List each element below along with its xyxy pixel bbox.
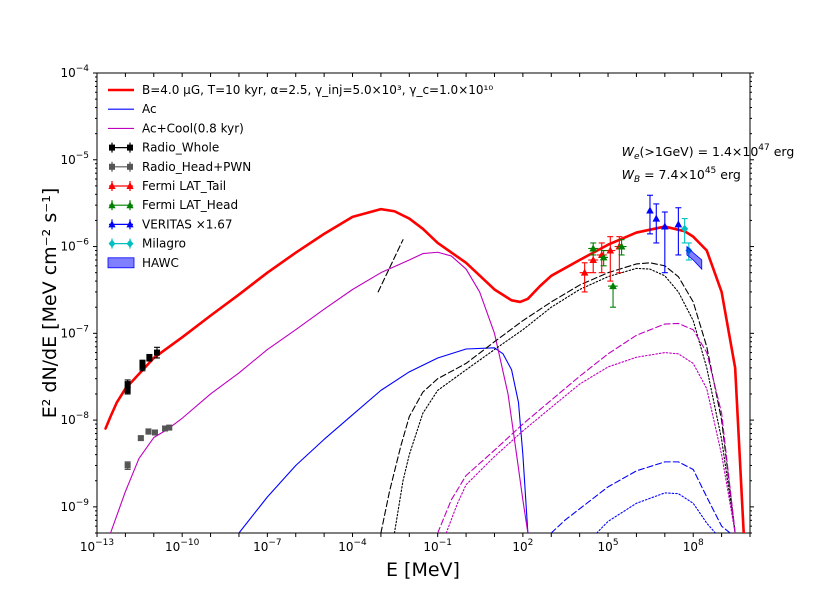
legend-label-fermi-lat-tail: Fermi LAT_Tail — [142, 179, 226, 193]
y-tick-label: 10−4 — [60, 64, 89, 80]
x-tick-label: 10−13 — [80, 538, 114, 554]
band-hawc — [686, 245, 703, 271]
point-radio-whole-0 — [124, 379, 131, 388]
legend-label-ac: Ac — [142, 102, 157, 116]
y-tick-label: 10−9 — [60, 498, 89, 514]
curve-ic-magenta-dotted — [445, 352, 736, 533]
curve-ic-blue-dashed — [550, 461, 731, 533]
point-radio-head-pwn-5 — [166, 424, 173, 431]
y-axis-ticks: 10−9 10−8 10−7 10−6 10−5 10−4 — [60, 64, 754, 534]
annotation-wb: WB = 7.4×1045 erg — [622, 166, 741, 185]
point-veritas-1-67-2 — [661, 211, 669, 274]
point-radio-whole-3 — [139, 362, 146, 372]
legend-entry-fermi-lat-head: Fermi LAT_Head — [108, 198, 238, 212]
point-radio-head-pwn-3 — [151, 429, 158, 436]
x-axis-title: E [MeV] — [386, 559, 460, 581]
point-radio-whole-1 — [124, 386, 131, 395]
legend-entry-fermi-lat-tail: Fermi LAT_Tail — [108, 179, 226, 193]
point-veritas-1-67-1 — [652, 203, 661, 244]
legend-label-ac-cool-0-8-kyr: Ac+Cool(0.8 kyr) — [142, 121, 244, 135]
data-point-layer — [124, 194, 703, 470]
point-fermi-lat-head-1 — [599, 249, 609, 267]
curve-ac — [238, 347, 529, 533]
curve-ic-magenta-dashed — [437, 322, 736, 533]
legend-entry-radio-whole: Radio_Whole — [109, 141, 219, 155]
legend-label-milagro: Milagro — [142, 237, 186, 251]
point-fermi-lat-head-2 — [608, 282, 618, 308]
annotation-we: We(>1GeV) = 1.4×1047 erg — [622, 143, 795, 162]
legend-label-fermi-lat-head: Fermi LAT_Head — [142, 198, 238, 212]
point-radio-whole-4 — [146, 353, 153, 362]
x-tick-label: 108 — [683, 538, 704, 554]
point-radio-head-pwn-2 — [145, 428, 152, 435]
point-fermi-lat-head-0 — [588, 242, 599, 256]
y-tick-label: 10−8 — [60, 411, 89, 427]
legend-entry-hawc: HAWC — [107, 256, 179, 270]
legend-label-veritas-1-67: VERITAS ×1.67 — [142, 217, 232, 231]
x-tick-label: 105 — [598, 538, 619, 554]
x-tick-label: 10−7 — [253, 538, 282, 554]
curve-ic-component-black-dotted — [393, 267, 736, 533]
curve-ac-cool-0-8-kyr — [110, 251, 529, 533]
point-radio-head-pwn-1 — [137, 435, 144, 442]
y-tick-label: 10−5 — [60, 151, 89, 167]
curve-x-ray-constraint — [377, 239, 404, 293]
legend-label-hawc: HAWC — [142, 256, 179, 270]
curve-b-4-0-g-t-10-kyr-2-5-inj-5-0-10-c-1-0-10 — [104, 207, 745, 533]
legend-entry-b-4-0-g-t-10-kyr-2-5-inj-5-0-10-c-1-0-10: B=4.0 μG, T=10 kyr, α=2.5, γ_inj=5.0×10³… — [108, 83, 493, 97]
point-veritas-1-67-0 — [646, 194, 654, 235]
energy-annotations: We(>1GeV) = 1.4×1047 erg WB = 7.4×1045 er… — [622, 143, 795, 185]
y-tick-label: 10−6 — [60, 238, 89, 254]
curve-ic-blue-dotted — [596, 492, 716, 533]
x-axis-ticks: 10−13 10−10 10−7 10−4 10−1 102 105 108 — [80, 73, 751, 554]
point-radio-head-pwn-0 — [124, 461, 131, 470]
legend-entry-ac: Ac — [108, 102, 157, 116]
y-axis-title: E² dN/dE [MeV cm⁻² s⁻¹] — [39, 188, 61, 419]
point-veritas-1-67-3 — [674, 207, 683, 256]
legend-entry-radio-head-pwn: Radio_Head+PWN — [109, 160, 251, 174]
legend: B=4.0 μG, T=10 kyr, α=2.5, γ_inj=5.0×10³… — [107, 83, 493, 270]
plot-frame — [96, 72, 751, 534]
curve-ic-total-black-dashed — [380, 262, 736, 533]
point-fermi-lat-head-3 — [616, 239, 627, 256]
legend-label-radio-whole: Radio_Whole — [142, 141, 219, 155]
x-tick-label: 10−1 — [423, 538, 452, 554]
point-fermi-lat-tail-0 — [579, 262, 591, 293]
legend-label-b-4-0-g-t-10-kyr-2-5-inj-5-0-10-c-1-0-10: B=4.0 μG, T=10 kyr, α=2.5, γ_inj=5.0×10³… — [142, 83, 493, 97]
legend-entry-milagro: Milagro — [108, 237, 186, 251]
y-tick-label: 10−7 — [60, 324, 89, 340]
legend-entry-veritas-1-67: VERITAS ×1.67 — [108, 217, 232, 231]
x-tick-label: 10−4 — [338, 538, 367, 554]
point-fermi-lat-tail-3 — [605, 236, 616, 282]
legend-label-radio-head-pwn: Radio_Head+PWN — [142, 160, 251, 174]
x-tick-label: 10−10 — [165, 538, 200, 554]
legend-entry-ac-cool-0-8-kyr: Ac+Cool(0.8 kyr) — [108, 121, 244, 135]
curve-layer — [104, 207, 745, 533]
point-radio-whole-5 — [154, 346, 161, 359]
x-tick-label: 102 — [512, 538, 533, 554]
